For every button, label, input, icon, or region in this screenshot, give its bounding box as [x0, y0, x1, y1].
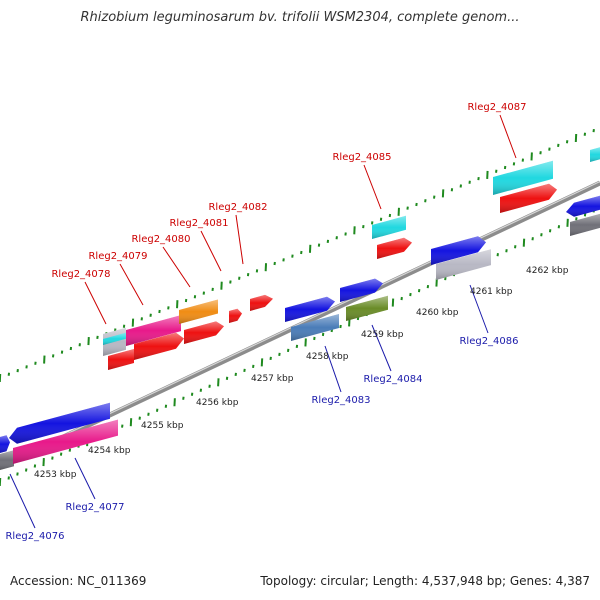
- gene-red-block-d[interactable]: [377, 237, 412, 259]
- gene-upper-edge-feature[interactable]: [590, 147, 600, 162]
- scale-label: 4254 kbp: [88, 446, 131, 456]
- gene-label-rleg2-4082[interactable]: Rleg2_4082: [208, 202, 267, 213]
- gene-red-block-e[interactable]: [500, 183, 557, 213]
- gene-right-edge-inner[interactable]: [570, 213, 600, 236]
- accession-text: Accession: NC_011369: [10, 574, 147, 588]
- gene-rleg2-4084-feature[interactable]: [340, 278, 383, 302]
- gene-rleg2-4086-feature[interactable]: [431, 236, 486, 265]
- gene-label-rleg2-4078[interactable]: Rleg2_4078: [51, 269, 110, 280]
- gene-rleg2-4087-feature[interactable]: [493, 160, 553, 195]
- gene-red-block-c[interactable]: [184, 321, 224, 344]
- gene-label-rleg2-4084[interactable]: Rleg2_4084: [363, 374, 422, 385]
- gene-label-rleg2-4081[interactable]: Rleg2_4081: [169, 218, 228, 229]
- scale-labels-layer: 4253 kbp 4254 kbp 4255 kbp 4256 kbp 4257 kbp…: [34, 266, 569, 480]
- gene-red-block-b[interactable]: [134, 332, 184, 360]
- scale-label: 4259 kbp: [361, 330, 404, 340]
- gene-label-rleg2-4085[interactable]: Rleg2_4085: [332, 152, 391, 163]
- scale-label: 4258 kbp: [306, 352, 349, 362]
- gene-right-edge-feature[interactable]: [566, 195, 600, 217]
- features-layer: [0, 147, 600, 470]
- scale-label: 4262 kbp: [526, 266, 569, 276]
- gene-rleg2-4077-inner[interactable]: [13, 419, 118, 464]
- gene-label-rleg2-4086[interactable]: Rleg2_4086: [459, 336, 518, 347]
- scale-label: 4260 kbp: [416, 308, 459, 318]
- genome-summary: Topology: circular; Length: 4,537,948 bp…: [260, 574, 590, 588]
- scale-label: 4257 kbp: [251, 374, 294, 384]
- map-title: Rhizobium leguminosarum bv. trifolii WSM…: [80, 10, 520, 25]
- gene-label-rleg2-4080[interactable]: Rleg2_4080: [131, 234, 190, 245]
- gene-rleg2-4082-feature[interactable]: [250, 294, 273, 311]
- gene-rleg2-4076-inner[interactable]: [0, 450, 14, 470]
- gene-label-rleg2-4079[interactable]: Rleg2_4079: [88, 251, 147, 262]
- gene-rleg2-4077-feature[interactable]: [9, 402, 110, 444]
- gene-red-block-a[interactable]: [108, 349, 134, 370]
- gene-rleg2-4084-inner[interactable]: [346, 295, 388, 321]
- gene-rleg2-4086-inner[interactable]: [436, 249, 491, 280]
- scale-label: 4256 kbp: [196, 398, 239, 408]
- backbone-layer: [0, 180, 600, 470]
- gene-rleg2-4080-feature[interactable]: [179, 299, 218, 325]
- gene-labels-layer: Rleg2_4078 Rleg2_4079 Rleg2_4080 Rleg2_4081…: [5, 102, 526, 542]
- leaders-layer: [9, 114, 517, 529]
- scale-label: 4261 kbp: [470, 287, 513, 297]
- gene-label-rleg2-4076[interactable]: Rleg2_4076: [5, 531, 64, 542]
- gene-label-rleg2-4087[interactable]: Rleg2_4087: [467, 102, 526, 113]
- gene-rleg2-4081-feature[interactable]: [229, 308, 242, 323]
- gene-rleg2-4083-inner[interactable]: [291, 314, 339, 341]
- scale-label: 4255 kbp: [141, 421, 184, 431]
- gene-rleg2-4083-feature[interactable]: [285, 296, 335, 322]
- gene-rleg2-4085-feature[interactable]: [372, 215, 406, 239]
- gene-label-rleg2-4077[interactable]: Rleg2_4077: [65, 502, 124, 513]
- scale-label: 4253 kbp: [34, 470, 77, 480]
- gene-label-rleg2-4083[interactable]: Rleg2_4083: [311, 395, 370, 406]
- gene-rleg2-4078-inner[interactable]: [103, 332, 126, 345]
- gene-rleg2-4076-feature[interactable]: [0, 435, 10, 453]
- gene-rleg2-4079-feature[interactable]: [126, 315, 181, 346]
